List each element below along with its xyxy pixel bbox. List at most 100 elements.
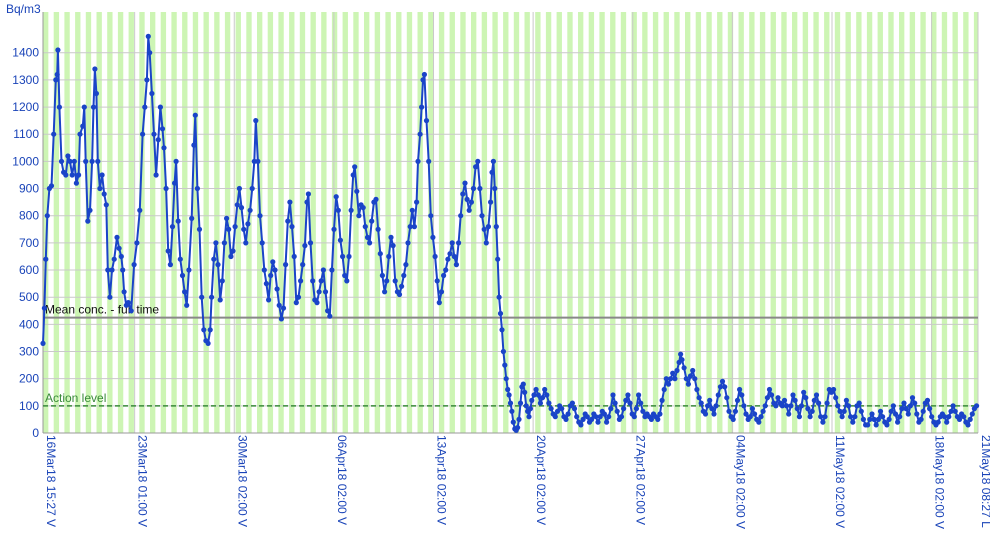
data-point	[531, 392, 537, 398]
data-point	[314, 300, 320, 306]
data-point	[194, 185, 200, 192]
data-point	[818, 414, 824, 420]
data-point	[379, 272, 385, 279]
data-point	[388, 234, 394, 240]
data-point	[85, 218, 91, 224]
data-point	[692, 376, 698, 382]
data-point	[661, 386, 667, 393]
x-tick-label: 06Apr18 02:00 V	[335, 435, 349, 525]
x-tick-label: 30Mar18 02:00 V	[235, 435, 249, 527]
data-point	[310, 278, 316, 284]
data-point	[352, 164, 358, 170]
data-point	[420, 77, 426, 83]
data-point	[340, 253, 346, 260]
day-band	[192, 12, 199, 433]
data-point	[961, 414, 967, 420]
data-point	[841, 408, 847, 414]
data-point	[207, 327, 213, 333]
data-point	[83, 158, 89, 164]
data-point	[238, 205, 245, 211]
data-point	[788, 403, 794, 409]
data-point	[724, 395, 730, 401]
data-point	[871, 416, 877, 422]
data-point	[912, 400, 918, 406]
data-point	[118, 253, 124, 260]
data-point	[860, 416, 867, 422]
day-band	[877, 12, 883, 433]
data-point	[386, 253, 392, 260]
data-point	[657, 411, 663, 417]
data-point	[858, 408, 864, 414]
day-band	[899, 12, 905, 433]
data-point	[369, 218, 375, 224]
data-point	[589, 416, 595, 422]
data-point	[184, 302, 190, 308]
data-point	[633, 406, 640, 412]
data-point	[456, 240, 462, 246]
data-point	[71, 158, 77, 164]
data-point	[848, 414, 854, 420]
data-point	[76, 172, 82, 178]
data-point	[584, 414, 590, 420]
data-point	[687, 373, 694, 379]
data-point	[415, 158, 421, 164]
data-point	[843, 397, 850, 403]
data-point	[580, 416, 586, 422]
data-point	[268, 272, 274, 279]
data-point	[784, 403, 790, 409]
data-point	[743, 411, 749, 417]
data-point	[354, 188, 360, 194]
data-point	[109, 267, 115, 273]
data-point	[40, 340, 46, 346]
data-point	[604, 419, 610, 425]
day-band	[802, 12, 809, 433]
day-band	[620, 12, 627, 433]
data-point	[895, 419, 901, 425]
day-band	[53, 12, 60, 433]
data-point	[730, 416, 736, 422]
data-point	[509, 408, 515, 414]
day-band	[203, 12, 209, 433]
data-point	[449, 240, 455, 246]
data-point	[499, 327, 505, 333]
data-point	[255, 158, 261, 164]
data-point	[732, 408, 739, 414]
day-band	[117, 12, 124, 433]
data-point	[924, 397, 931, 403]
data-point	[179, 272, 186, 279]
data-point	[460, 191, 466, 197]
data-point	[182, 289, 188, 295]
data-point	[261, 267, 267, 273]
data-point	[417, 131, 423, 137]
data-point	[565, 411, 571, 417]
data-point	[392, 278, 398, 284]
y-tick-label: 500	[19, 290, 39, 304]
data-point	[496, 294, 502, 300]
data-point	[711, 411, 717, 417]
x-tick-label: 20Apr18 02:00 V	[534, 435, 548, 525]
data-point	[897, 414, 903, 420]
data-point	[165, 248, 171, 254]
data-point	[65, 153, 71, 159]
data-point	[153, 172, 159, 178]
data-point	[163, 185, 169, 192]
day-band	[299, 12, 306, 433]
data-point	[169, 224, 176, 230]
data-point	[678, 351, 684, 357]
data-point	[510, 419, 516, 425]
y-tick-label: 1400	[12, 46, 39, 60]
day-band	[695, 12, 702, 433]
day-band	[642, 12, 648, 433]
data-point	[307, 240, 314, 246]
data-point	[608, 406, 614, 412]
data-point	[419, 104, 425, 110]
data-point	[623, 397, 629, 403]
data-point	[350, 172, 356, 178]
data-point	[546, 400, 552, 406]
data-point	[811, 397, 817, 403]
x-tick-label: 13Apr18 02:00 V	[435, 435, 449, 525]
data-point	[517, 400, 524, 406]
data-point	[137, 207, 143, 213]
day-band	[931, 12, 937, 433]
data-point	[837, 408, 843, 414]
